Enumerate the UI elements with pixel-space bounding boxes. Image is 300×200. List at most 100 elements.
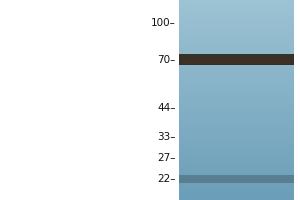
Bar (178, 44, 294, 45)
Bar (178, 146, 294, 147)
Bar (178, 194, 294, 195)
Bar (178, 187, 294, 188)
Bar (178, 148, 294, 149)
Bar (178, 117, 294, 118)
Bar (178, 80, 294, 81)
Bar (178, 162, 294, 163)
Bar (178, 102, 294, 103)
Bar (178, 7, 294, 8)
Bar (178, 84, 294, 85)
Bar (178, 65, 294, 66)
Bar (178, 188, 294, 189)
Bar (178, 111, 294, 112)
Bar (178, 28, 294, 29)
Bar (178, 196, 294, 197)
Bar (178, 182, 294, 183)
Bar (178, 68, 294, 69)
Bar (178, 154, 294, 155)
Bar (178, 138, 294, 139)
Bar (178, 13, 294, 14)
Bar (178, 40, 294, 41)
Bar (178, 9, 294, 10)
Bar (178, 182, 294, 183)
Bar (178, 50, 294, 51)
Bar (178, 88, 294, 89)
Bar (178, 60, 294, 61)
Bar (178, 4, 294, 5)
Bar (178, 55, 294, 56)
Bar (178, 0, 294, 1)
Bar (178, 91, 294, 92)
Bar (178, 134, 294, 135)
Bar (178, 88, 294, 89)
Bar (178, 61, 294, 62)
Bar (178, 138, 294, 139)
Bar (178, 164, 294, 165)
Bar (178, 107, 294, 108)
Bar (178, 48, 294, 49)
Bar (178, 190, 294, 191)
Bar (178, 159, 294, 160)
Bar (178, 14, 294, 15)
Bar (178, 141, 294, 142)
Bar (178, 140, 294, 141)
Bar (178, 25, 294, 26)
Bar (178, 116, 294, 117)
Bar (178, 33, 294, 34)
Bar (178, 193, 294, 194)
Bar (178, 195, 294, 196)
Bar (178, 74, 294, 75)
Bar (178, 130, 294, 131)
Bar (178, 19, 294, 20)
Bar (178, 76, 294, 77)
Bar (178, 53, 294, 54)
Bar (178, 44, 294, 45)
Bar (178, 60, 294, 61)
Bar (178, 63, 294, 64)
Bar (178, 102, 294, 103)
Bar (178, 84, 294, 85)
Bar (178, 96, 294, 97)
Bar (178, 164, 294, 165)
Text: 44–: 44– (157, 103, 176, 113)
Bar (178, 198, 294, 199)
Bar (178, 183, 294, 184)
Bar (178, 109, 294, 110)
Bar (178, 168, 294, 169)
Bar (178, 136, 294, 137)
Bar (178, 22, 294, 23)
Bar (178, 78, 294, 79)
Bar (178, 46, 294, 47)
Bar (178, 168, 294, 169)
Bar (178, 192, 294, 193)
Bar (178, 38, 294, 39)
Bar (178, 180, 294, 181)
Bar (178, 16, 294, 17)
Bar (178, 128, 294, 129)
Bar (178, 74, 294, 75)
Bar (178, 98, 294, 99)
Bar (178, 42, 294, 43)
Bar (178, 21, 294, 22)
Bar (178, 116, 294, 117)
Bar (178, 79, 294, 80)
Bar (178, 92, 294, 93)
Bar (178, 153, 294, 154)
Bar (178, 114, 294, 115)
Bar (178, 113, 294, 114)
Bar (178, 62, 294, 63)
Bar (178, 131, 294, 132)
Bar (178, 112, 294, 113)
Bar (178, 175, 294, 183)
Bar (178, 185, 294, 186)
Bar (178, 118, 294, 119)
Bar (178, 58, 294, 59)
Bar (178, 26, 294, 27)
Bar (178, 166, 294, 167)
Bar (178, 108, 294, 109)
Bar (178, 8, 294, 9)
Bar (178, 157, 294, 158)
Text: 22–: 22– (157, 174, 176, 184)
Bar (178, 32, 294, 33)
Bar (178, 167, 294, 168)
